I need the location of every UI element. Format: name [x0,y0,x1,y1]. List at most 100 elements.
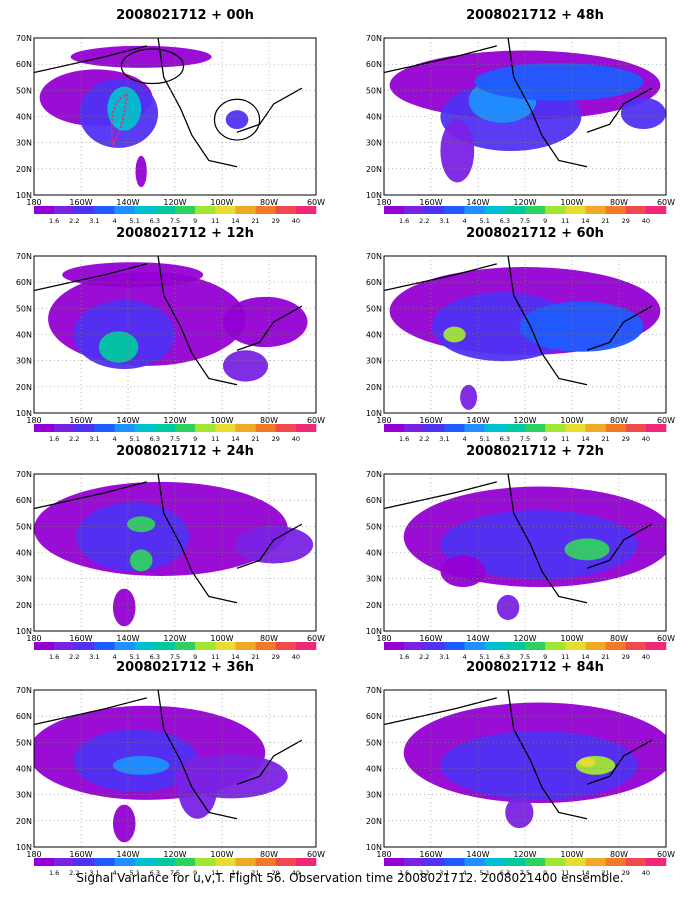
colorbar-label: 21 [251,217,259,225]
colorbar-label: 1.6 [399,217,409,225]
lat-tick-label: 70N [16,34,32,43]
map-frame [383,37,667,196]
colorbar-swatch [114,642,136,650]
variance-contour [129,549,153,572]
lat-tick-label: 70N [16,252,32,261]
map-frame [383,255,667,414]
colorbar-swatch [255,424,277,432]
lat-tick-label: 20N [366,165,382,174]
colorbar-label: 5.1 [480,217,490,225]
variance-contour [222,350,269,382]
target-region-circle [213,98,261,141]
colorbar-label: 14 [231,217,239,225]
variance-contour [222,296,308,348]
colorbar-swatch [585,424,606,432]
lon-tick-label: 140W [116,198,139,207]
colorbar-label: 21 [601,217,609,225]
colorbar-label: 5.1 [130,217,140,225]
lat-tick-label: 60N [16,496,32,505]
lon-tick-label: 80W [260,850,278,859]
lon-tick-label: 160W [419,634,442,643]
colorbar-label: 1.6 [399,653,409,661]
colorbar-swatch [525,858,546,866]
colorbar-swatch [464,642,486,650]
colorbar-swatch [114,858,136,866]
colorbar-label: 5.1 [130,869,140,877]
variance-contour [70,45,212,68]
map-frame [33,689,317,848]
colorbar-label: 14 [581,435,589,443]
lon-tick-label: 80W [260,416,278,425]
colorbar-label: 21 [251,435,259,443]
colorbar-label: 6.3 [500,653,510,661]
variance-contour [443,326,466,343]
lat-tick-label: 30N [16,357,32,366]
colorbar-label: 5.1 [480,435,490,443]
colorbar-swatch [605,424,627,432]
colorbar-label: 4 [463,217,467,225]
colorbar-label: 29 [622,869,630,877]
colorbar-swatch [255,206,277,214]
map-frame [33,255,317,414]
panel-title: 2008021712 + 12h [116,226,254,241]
colorbar-swatch [34,858,55,866]
colorbar-swatch [134,858,156,866]
map-panel: 2008021712 + 24h 70N 60N 50N 40N 30N 20N 10N 180… [16,444,350,661]
lon-tick-label: 100W [560,416,583,425]
colorbar-swatch [134,206,156,214]
colorbar-label: 7.5 [170,869,180,877]
colorbar-label: 7.5 [520,435,530,443]
colorbar-label: 40 [642,217,650,225]
colorbar-label: 3.1 [439,217,449,225]
lon-tick-label: 80W [610,198,628,207]
colorbar-label: 2.2 [419,435,429,443]
colorbar-label: 2.2 [69,217,79,225]
colorbar-swatch [94,424,115,432]
lat-tick-label: 60N [366,496,382,505]
colorbar-swatch [134,424,156,432]
colorbar-swatch [94,858,115,866]
lon-tick-label: 100W [560,850,583,859]
lat-tick-label: 30N [366,575,382,584]
colorbar-swatch [484,424,506,432]
variance-contour [440,510,638,580]
colorbar-label: 29 [272,435,280,443]
colorbar-swatch [195,424,216,432]
colorbar-swatch [424,424,445,432]
colorbar-swatch [154,206,176,214]
map-panel: 2008021712 + 84h 70N 60N 50N 40N 30N 20N 10N 180… [366,660,700,877]
colorbar-label: 21 [601,653,609,661]
colorbar-label: 11 [561,653,569,661]
colorbar-label: 29 [622,653,630,661]
colorbar-swatch [175,206,196,214]
lon-tick-label: 60W [307,634,325,643]
lon-tick-label: 100W [560,634,583,643]
lon-tick-label: 80W [260,198,278,207]
lon-tick-label: 120W [513,850,536,859]
map-panel: 2008021712 + 60h 70N 60N 50N 40N 30N 20N 10N 180… [366,226,700,443]
variance-contour [112,755,170,775]
lat-tick-label: 40N [366,765,382,774]
coastline [34,690,303,820]
lat-tick-label: 50N [366,738,382,747]
lat-tick-label: 70N [366,470,382,479]
colorbar-swatch [444,642,465,650]
lon-tick-label: 160W [69,416,92,425]
colorbar-swatch [545,424,566,432]
colorbar-swatch [195,642,216,650]
lat-tick-label: 20N [16,165,32,174]
colorbar-swatch [645,424,667,432]
map-panel: 2008021712 + 36h 70N 60N 50N 40N 30N 20N 10N 180… [16,660,350,877]
colorbar-label: 3.1 [439,869,449,877]
lat-tick-label: 40N [16,113,32,122]
colorbar-swatch [645,642,667,650]
lat-tick-label: 50N [16,738,32,747]
colorbar-swatch [114,206,136,214]
variance-contour [440,555,486,588]
colorbar-label: 5.1 [130,653,140,661]
variance-contour [440,119,475,183]
colorbar-label: 40 [292,653,300,661]
colorbar-swatch [404,206,425,214]
